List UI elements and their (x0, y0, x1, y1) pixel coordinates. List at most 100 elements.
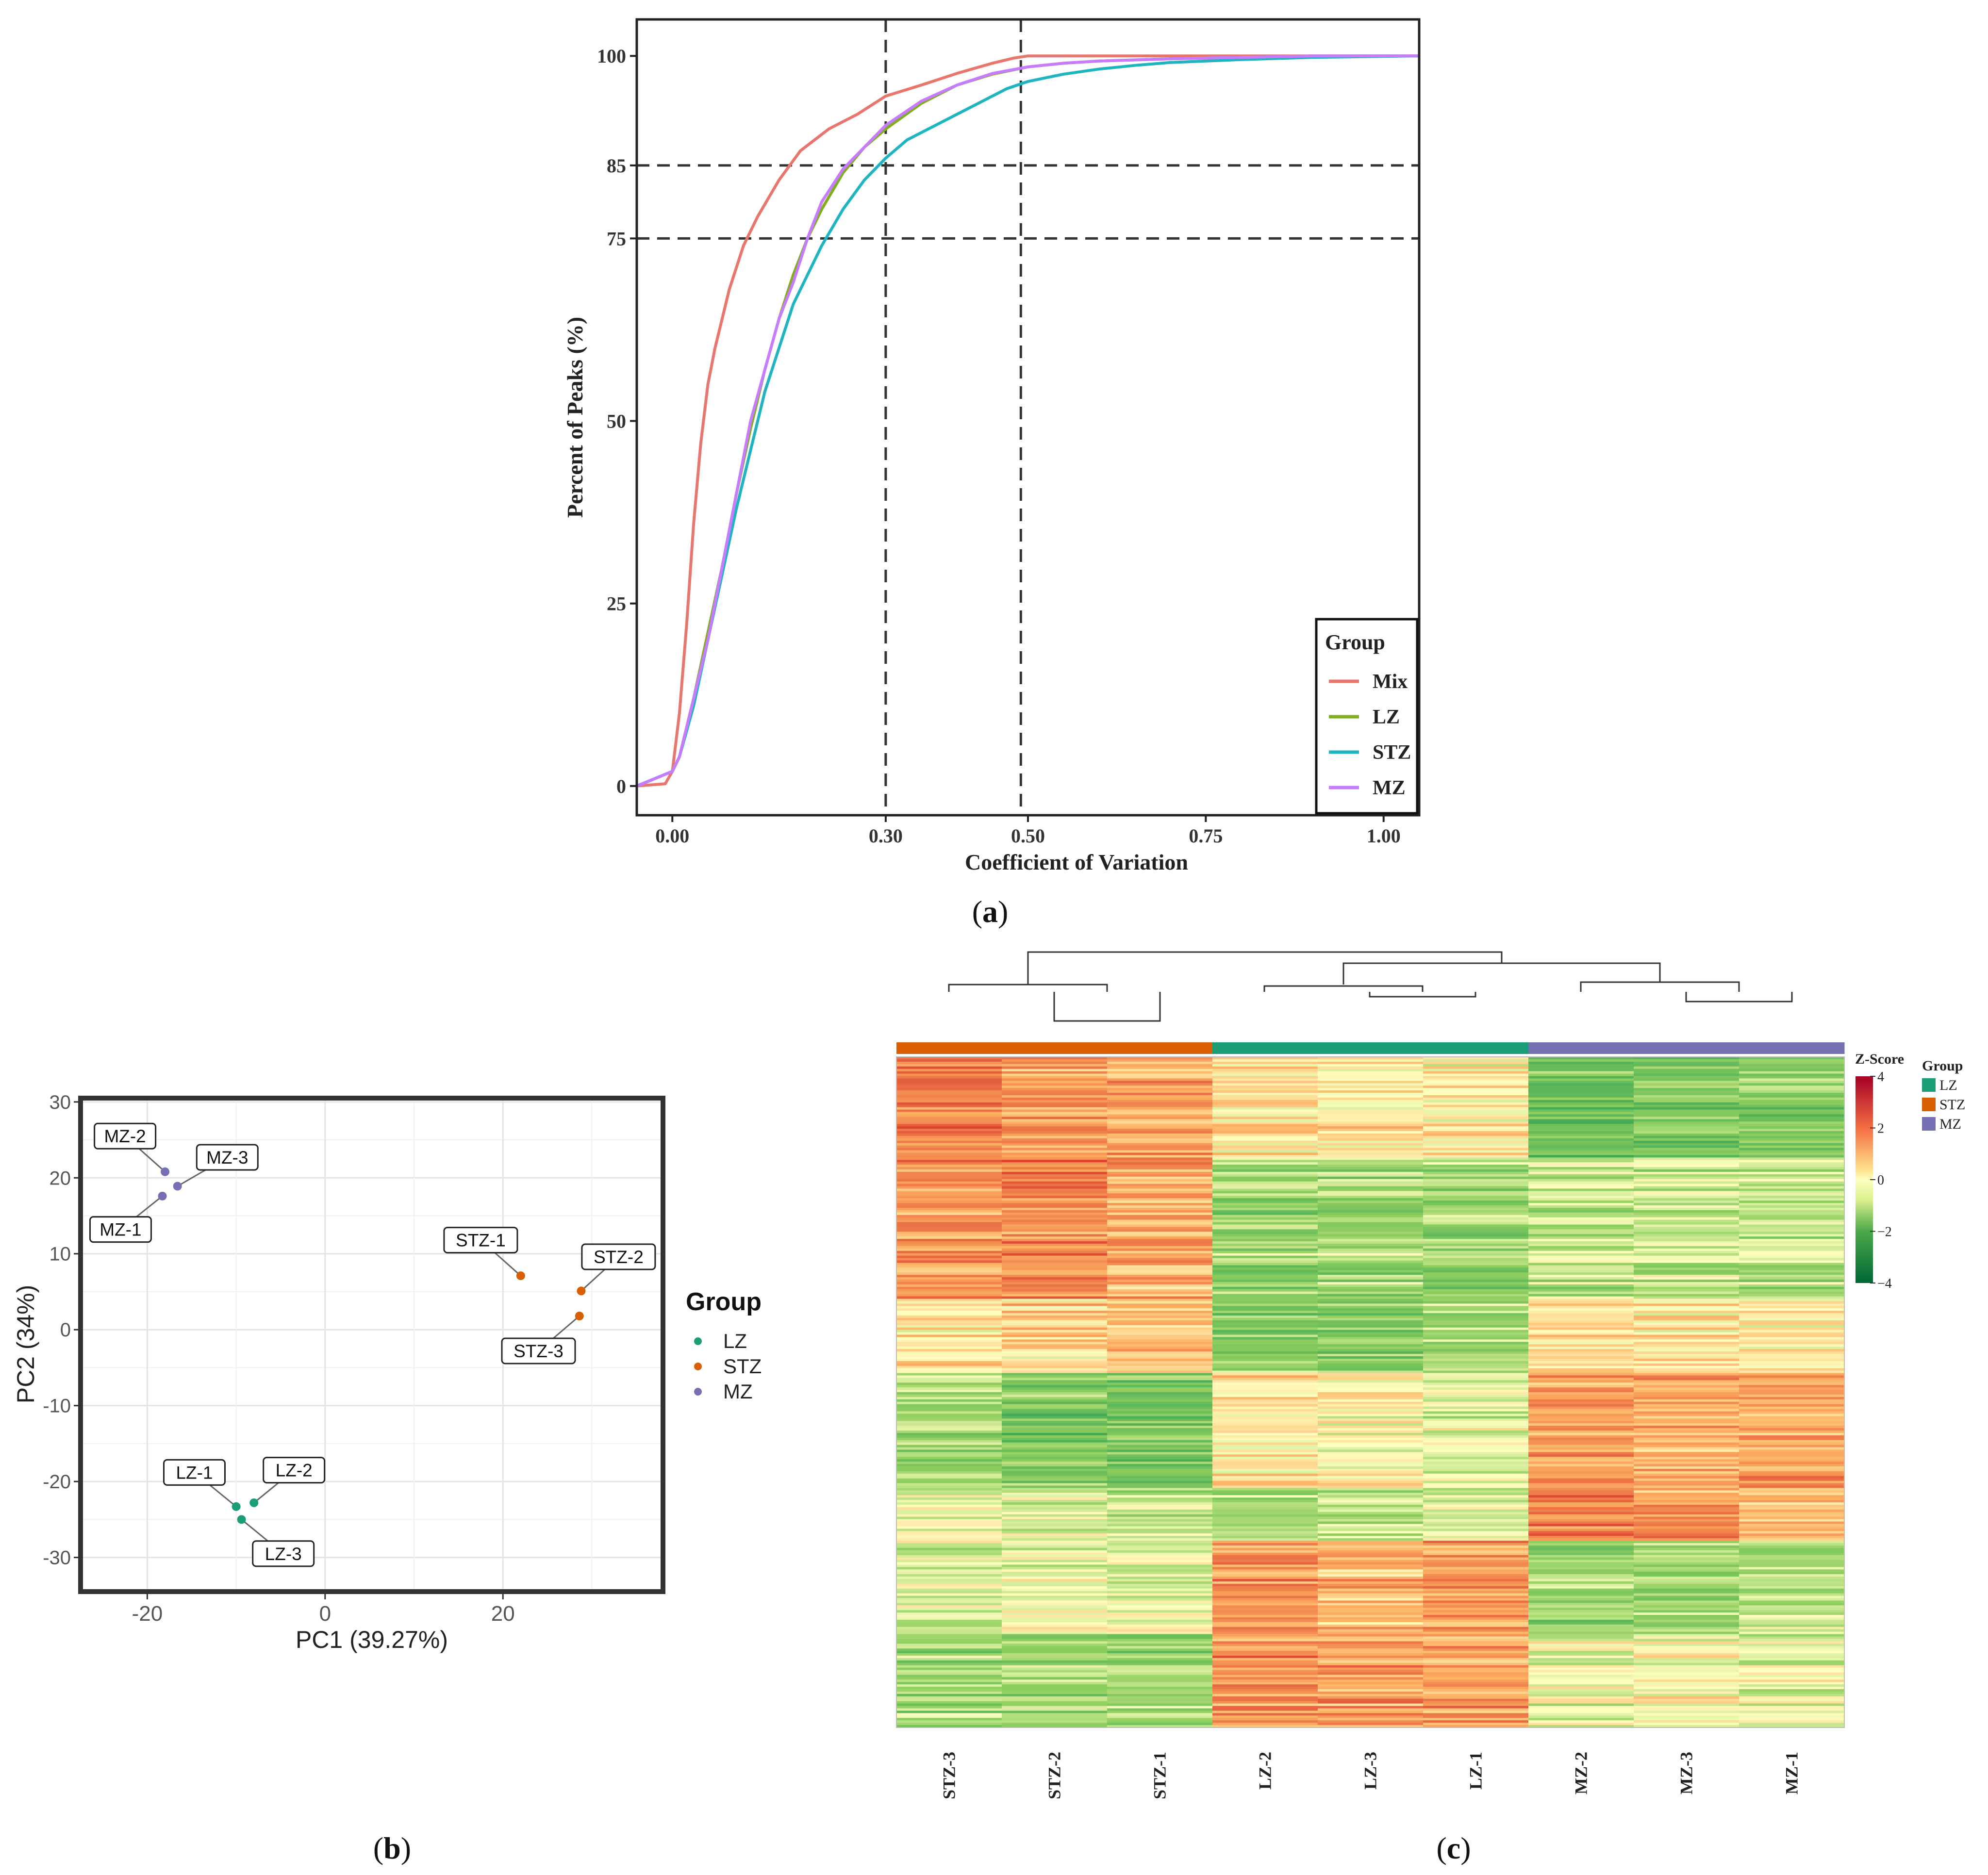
heatmap-cell (1528, 1320, 1634, 1323)
cv-x-tick-label: 0.00 (655, 825, 689, 847)
heatmap-cell (1002, 1392, 1108, 1395)
heatmap-cell (1739, 1171, 1845, 1175)
heatmap-cell (1739, 1186, 1845, 1189)
heatmap-cell (1212, 1181, 1318, 1184)
heatmap-cell (1318, 1418, 1424, 1421)
heatmap-cell (1634, 1545, 1740, 1548)
heatmap-cell (1739, 1176, 1845, 1180)
heatmap-cell (1739, 1411, 1845, 1414)
heatmap-cell (1318, 1603, 1424, 1606)
heatmap-cell (896, 1538, 1002, 1541)
heatmap-cell (1002, 1265, 1108, 1268)
heatmap-cell (1634, 1414, 1740, 1416)
heatmap-cell (1423, 1545, 1529, 1548)
heatmap-cell (1107, 1306, 1213, 1309)
heatmap-cell (896, 1679, 1002, 1682)
heatmap-cell (1107, 1608, 1213, 1611)
heatmap-cell (1002, 1081, 1108, 1084)
heatmap-cell (1739, 1641, 1845, 1644)
heatmap-cell (1423, 1145, 1529, 1149)
heatmap-cell (896, 1583, 1002, 1587)
heatmap-cell (1739, 1634, 1845, 1637)
heatmap-cell (1739, 1679, 1845, 1682)
heatmap-cell (1107, 1236, 1213, 1239)
heatmap-cell (1634, 1191, 1740, 1194)
heatmap-cell (1528, 1555, 1634, 1558)
heatmap-cell (1634, 1552, 1740, 1556)
dendrogram-branch (1263, 985, 1424, 992)
heatmap-cell (1002, 1583, 1108, 1587)
heatmap-cell (1002, 1076, 1108, 1079)
heatmap-cell (1739, 1361, 1845, 1364)
heatmap-cell (896, 1409, 1002, 1412)
heatmap-cell (1318, 1442, 1424, 1446)
heatmap-cell (1212, 1488, 1318, 1491)
heatmap-cell (1423, 1184, 1529, 1187)
heatmap-cell (1002, 1267, 1108, 1270)
heatmap-cell (1107, 1361, 1213, 1364)
heatmap-cell (1739, 1624, 1845, 1628)
heatmap-cell (896, 1512, 1002, 1515)
heatmap-cell (1739, 1224, 1845, 1228)
heatmap-cell (1634, 1418, 1740, 1421)
heatmap-cell (1634, 1440, 1740, 1443)
heatmap-cell (1107, 1215, 1213, 1218)
heatmap-cell (1634, 1435, 1740, 1438)
heatmap-cell (1634, 1404, 1740, 1407)
heatmap-cell (1107, 1342, 1213, 1345)
heatmap-cell (1739, 1418, 1845, 1421)
heatmap-cell (1318, 1344, 1424, 1347)
heatmap-cell (1107, 1186, 1213, 1189)
heatmap-cell (1318, 1679, 1424, 1682)
heatmap-cell (1634, 1143, 1740, 1146)
heatmap-cell (1423, 1131, 1529, 1134)
heatmap-cell (1739, 1081, 1845, 1084)
heatmap-cell (1002, 1119, 1108, 1122)
heatmap-cell (1212, 1655, 1318, 1659)
heatmap-cell (1634, 1291, 1740, 1295)
heatmap-cell (1107, 1603, 1213, 1606)
heatmap-cell (1318, 1102, 1424, 1105)
heatmap-cell (1107, 1203, 1213, 1206)
heatmap-cell (1212, 1672, 1318, 1676)
heatmap-cell (1002, 1320, 1108, 1323)
heatmap-cell (1739, 1696, 1845, 1699)
heatmap-cell (1107, 1267, 1213, 1270)
heatmap-cell (896, 1069, 1002, 1072)
heatmap-cell (1212, 1512, 1318, 1515)
heatmap-cell (1423, 1061, 1529, 1065)
heatmap-cell (1634, 1289, 1740, 1292)
heatmap-cell (1739, 1541, 1845, 1544)
heatmap-cell (1318, 1188, 1424, 1191)
heatmap-cell (1739, 1167, 1845, 1170)
heatmap-cell (1634, 1617, 1740, 1620)
heatmap-cell (1423, 1078, 1529, 1081)
heatmap-cell (1634, 1339, 1740, 1342)
heatmap-cell (1528, 1073, 1634, 1077)
heatmap-cell (896, 1301, 1002, 1304)
heatmap-cell (1528, 1598, 1634, 1601)
heatmap-cell (1528, 1380, 1634, 1383)
heatmap-cell (1318, 1629, 1424, 1632)
heatmap-cell (1634, 1375, 1740, 1378)
heatmap-cell (1423, 1428, 1529, 1431)
heatmap-cell (1634, 1165, 1740, 1168)
heatmap-cell (1739, 1351, 1845, 1354)
heatmap-cell (1212, 1219, 1318, 1223)
heatmap-cell (896, 1358, 1002, 1362)
heatmap-cell (1423, 1325, 1529, 1328)
heatmap-cell (1423, 1303, 1529, 1306)
heatmap-cell (896, 1555, 1002, 1558)
cv-y-axis-title: Percent of Peaks (%) (563, 317, 587, 518)
heatmap-cell (1528, 1442, 1634, 1446)
heatmap-cell (1739, 1109, 1845, 1113)
heatmap-cell (1002, 1258, 1108, 1261)
heatmap-cell (1318, 1351, 1424, 1354)
heatmap-cell (1528, 1634, 1634, 1637)
heatmap-cell (1634, 1521, 1740, 1525)
heatmap-cell (1002, 1653, 1108, 1656)
heatmap-cell (1107, 1684, 1213, 1687)
heatmap-cell (1739, 1713, 1845, 1716)
heatmap-cell (1318, 1073, 1424, 1077)
heatmap-cell (896, 1313, 1002, 1316)
